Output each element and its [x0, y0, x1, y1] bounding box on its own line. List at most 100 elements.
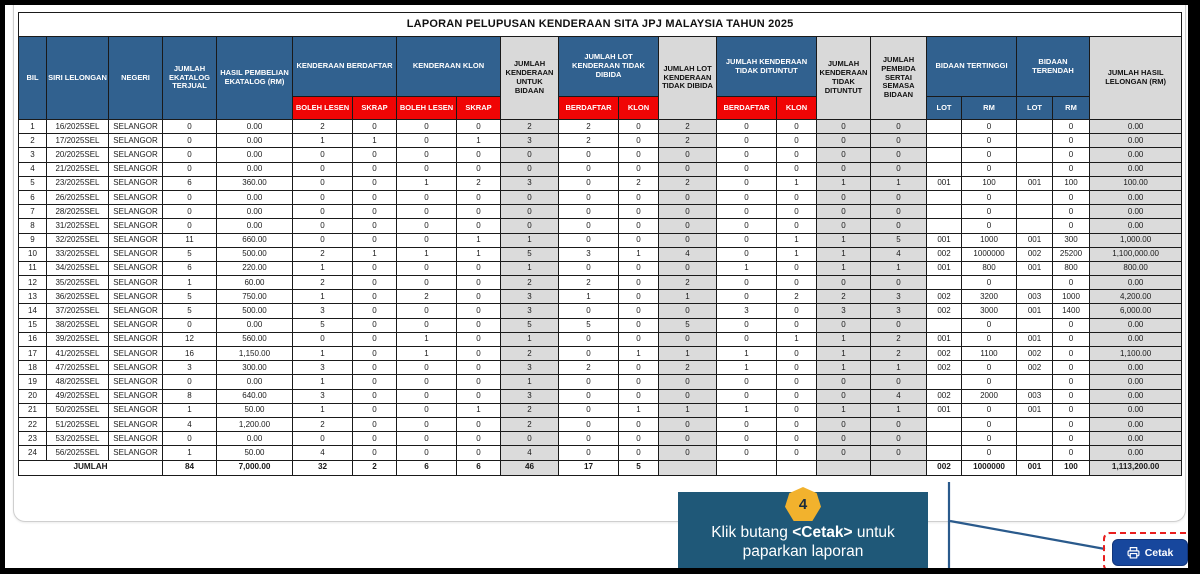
table-cell: 0	[618, 161, 659, 177]
table-cell: 0	[1052, 431, 1090, 447]
table-cell: 0	[816, 189, 871, 206]
table-cell: 0	[396, 374, 457, 390]
table-cell: 0	[396, 360, 457, 376]
table-cell	[1016, 189, 1053, 206]
table-cell: 0	[716, 431, 777, 447]
table-cell: 0	[961, 118, 1017, 135]
table-cell: 0	[1052, 218, 1090, 234]
table-cell: 0	[292, 431, 353, 447]
table-cell: 0	[618, 374, 659, 390]
table-cell: 0	[558, 331, 619, 348]
cetak-button[interactable]: Cetak	[1112, 539, 1188, 566]
table-cell: 0	[776, 118, 817, 135]
table-cell: 0	[816, 118, 871, 135]
table-cell: 0	[816, 147, 871, 163]
table-cell: 0	[456, 360, 501, 376]
table-cell: 4	[18, 161, 47, 177]
printer-icon	[1127, 547, 1140, 559]
table-cell: 6	[162, 260, 217, 277]
table-cell: SELANGOR	[108, 416, 163, 433]
report-table: LAPORAN PELUPUSAN KENDERAAN SITA JPJ MAL…	[17, 12, 1183, 476]
table-cell: 0	[658, 189, 717, 206]
total-cell: 2	[352, 459, 397, 476]
table-cell: 002	[1016, 360, 1053, 376]
col-header-jumlah-tidak-dituntut: JUMLAH KENDERAAN TIDAK DITUNTUT	[816, 36, 871, 120]
table-row: 8 31/2025SEL SELANGOR 0 0.00 0 0 0 0 0 0 0 0 0 0 0 0 0 0 0.…	[18, 218, 1183, 234]
table-cell: 1	[456, 402, 501, 418]
total-cell	[776, 459, 817, 476]
table-cell: 0.00	[1088, 360, 1183, 376]
table-cell: 0	[870, 133, 927, 149]
table-cell: 1	[292, 133, 353, 149]
group-header-tidak-dituntut: JUMLAH KENDERAAN TIDAK DITUNTUT	[716, 36, 817, 97]
table-cell: 0	[961, 331, 1017, 348]
table-cell: 0	[162, 431, 217, 447]
table-cell: 5	[500, 317, 559, 333]
table-cell: 0	[558, 388, 619, 404]
table-cell: 0	[292, 189, 353, 206]
table-cell: 1	[456, 133, 501, 149]
table-cell: 1400	[1052, 303, 1090, 319]
table-cell: SELANGOR	[108, 402, 163, 418]
table-cell: 1	[816, 246, 871, 262]
table-cell: 0	[816, 218, 871, 234]
table-cell: 0	[558, 204, 619, 220]
table-cell: 1	[816, 402, 871, 418]
table-cell: 0	[500, 204, 559, 220]
table-cell: 0	[716, 175, 777, 191]
table-cell: 0	[1052, 331, 1090, 348]
table-cell: 1	[292, 289, 353, 305]
col-header-jumlah-pembida: JUMLAH PEMBIDA SERTAI SEMASA BIDAAN	[870, 36, 927, 120]
step-number: 4	[798, 495, 808, 513]
table-cell: 300	[1052, 232, 1090, 248]
table-cell: 1	[816, 360, 871, 376]
table-cell: 4,200.00	[1088, 289, 1183, 305]
table-cell: 0	[1052, 345, 1090, 362]
table-cell: 0.00	[216, 133, 293, 149]
table-cell	[926, 118, 962, 135]
table-cell: 0.00	[1088, 218, 1183, 234]
table-cell	[926, 204, 962, 220]
table-cell: 0	[500, 147, 559, 163]
table-row: 19 48/2025SEL SELANGOR 0 0.00 1 0 0 0 1 0 0 0 0 0 0 0 0 0 0…	[18, 374, 1183, 390]
table-cell: 1	[776, 175, 817, 191]
total-cell: 46	[500, 459, 559, 476]
table-cell: 5	[870, 232, 927, 248]
table-row: 2 17/2025SEL SELANGOR 0 0.00 1 1 0 1 3 2 0 2 0 0 0 0 0 0 0.…	[18, 133, 1183, 149]
table-cell: 1,100,000.00	[1088, 246, 1183, 262]
total-row: JUMLAH 84 7,000.00 32 2 6 6 46 17 5 002 1000000 001 1…	[18, 459, 1183, 476]
table-cell: 0.00	[1088, 275, 1183, 291]
table-cell: 3	[870, 289, 927, 305]
table-cell: 38/2025SEL	[46, 317, 109, 333]
table-cell: 0	[396, 161, 457, 177]
table-cell: 0	[456, 431, 501, 447]
step-callout: 4 Klik butang <Cetak> untuk paparkan lap…	[678, 487, 928, 568]
table-cell: 3	[558, 246, 619, 262]
table-cell: 2	[658, 133, 717, 149]
table-cell: 0	[162, 118, 217, 135]
table-cell: 0	[716, 246, 777, 262]
table-cell: 1	[18, 118, 47, 135]
table-cell: 0	[776, 402, 817, 418]
table-cell: 1	[500, 232, 559, 248]
table-cell: 0	[816, 374, 871, 390]
table-cell: 0	[396, 416, 457, 433]
table-cell: 800.00	[1088, 260, 1183, 277]
table-cell: 1	[816, 175, 871, 191]
table-cell: 6	[18, 189, 47, 206]
total-cell: 001	[1016, 459, 1053, 476]
table-cell	[1016, 218, 1053, 234]
sub-header-rm: RM	[961, 96, 1017, 120]
table-cell: 20/2025SEL	[46, 147, 109, 163]
table-cell: 0	[618, 289, 659, 305]
sub-header-boleh-lesen: BOLEH LESEN	[292, 96, 353, 120]
table-cell: 0	[162, 161, 217, 177]
table-cell: 0	[776, 218, 817, 234]
callout-line2: paparkan laporan	[742, 542, 864, 560]
table-cell: 5	[162, 303, 217, 319]
table-row: 24 56/2025SEL SELANGOR 1 50.00 4 0 0 0 4 0 0 0 0 0 0 0 0 0…	[18, 445, 1183, 461]
table-cell: 0	[558, 161, 619, 177]
table-cell: 17	[18, 345, 47, 362]
table-cell: 0	[1052, 275, 1090, 291]
table-cell: 1	[162, 275, 217, 291]
